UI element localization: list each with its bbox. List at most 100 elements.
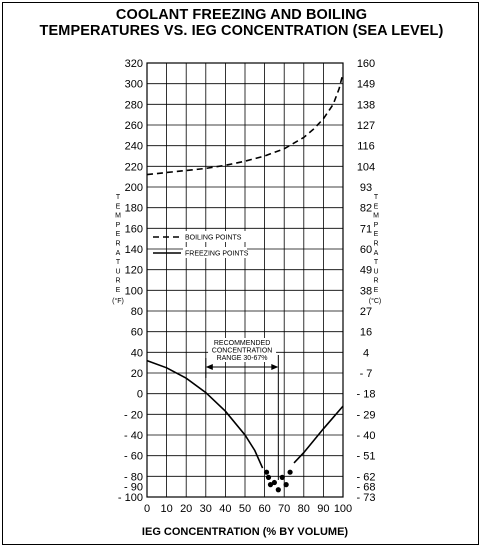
legend: BOILING POINTS FREEZING POINTS (153, 231, 249, 258)
x-tick-label: 100 (334, 503, 352, 515)
y-tick-label-left: 240 (125, 141, 143, 153)
y-tick-label-right: 60 (360, 244, 372, 256)
y-tick-label-left: 160 (125, 223, 143, 235)
axis-letter: U (373, 268, 378, 275)
y-tick-label-left: - 20 (124, 409, 143, 421)
freezing-point-dot (275, 487, 281, 493)
y-tick-label-left: 120 (125, 265, 143, 277)
y-tick-label-right: 49 (360, 265, 372, 277)
axis-letter: E (374, 231, 379, 238)
axis-letter: E (374, 203, 379, 210)
annotation-bg (208, 338, 277, 362)
axis-letter: R (373, 241, 378, 248)
y-tick-label-left: 280 (125, 99, 143, 111)
y-axis-label-right: TEMPERATURE (373, 194, 379, 294)
axis-letter: U (115, 268, 120, 275)
axis-letter: E (374, 287, 379, 294)
y-tick-label-left: 300 (125, 79, 143, 91)
y-tick-label-left: 0 (137, 389, 143, 401)
y-axis-unit-left: (°F) (112, 297, 124, 305)
legend-label: FREEZING POINTS (185, 251, 249, 258)
y-tick-label-right: 16 (360, 327, 372, 339)
grid (146, 62, 344, 498)
y-axis-label-left: TEMPERATURE (115, 194, 121, 294)
x-tick-label: 60 (258, 503, 270, 515)
freezing-point-dot (263, 469, 270, 475)
chart-title: COOLANT FREEZING AND BOILING (115, 7, 368, 23)
y-tick-label-left: 100 (125, 285, 143, 297)
y-tick-label-left: 320 (125, 58, 143, 70)
x-tick-label: 10 (160, 503, 172, 515)
y-tick-label-left: 60 (131, 327, 143, 339)
y-axis-unit-right: (°C) (369, 297, 382, 305)
axis-letter: T (116, 194, 121, 201)
y-tick-label-left: - 90 (124, 482, 143, 494)
axis-letter: R (115, 278, 120, 285)
freezing-point-dot (283, 482, 289, 488)
legend-bg (183, 247, 247, 258)
axis-letter: T (116, 259, 121, 266)
plot-border (146, 62, 344, 498)
y-tick-label-right: 116 (357, 141, 375, 153)
y-tick-label-left: 20 (131, 368, 143, 380)
y-tick-label-left: 40 (131, 347, 143, 359)
axis-letter: R (373, 278, 378, 285)
axis-letter: E (116, 231, 121, 238)
freezing-point-dot (271, 479, 277, 486)
y-tick-label-left: 220 (125, 161, 143, 173)
y-tick-label-right: 71 (360, 223, 372, 235)
freezing-point-dot (265, 474, 272, 480)
chart-frame (2, 2, 479, 545)
freezing-point-dot (287, 469, 293, 475)
y-tick-label-right: - 73 (357, 492, 376, 504)
x-tick-label: 0 (144, 503, 150, 515)
x-tick-label: 50 (239, 503, 251, 515)
y-tick-label-left: - 60 (124, 451, 143, 463)
axis-letter: T (374, 259, 379, 266)
chart-subtitle: TEMPERATURES VS. IEG CONCENTRATION (SEA … (39, 23, 444, 39)
axis-letter: T (374, 194, 379, 201)
y-tick-label-right: 38 (360, 285, 372, 297)
annotation-arrow-right (271, 364, 279, 370)
axis-letter: P (116, 222, 121, 229)
y-tick-label-left: 200 (125, 182, 143, 194)
x-tick-label: 70 (278, 503, 290, 515)
y-tick-label-left: 80 (131, 306, 143, 318)
legend-label: BOILING POINTS (185, 235, 242, 242)
y-tick-label-left: - 80 (124, 471, 143, 483)
x-tick-label: 30 (200, 503, 212, 515)
y-tick-label-right: - 18 (357, 389, 376, 401)
freezing-point-dot (279, 474, 285, 480)
y-tick-label-left: - 40 (124, 430, 143, 442)
boiling-points-line (146, 73, 344, 176)
y-tick-label-right: 4 (363, 347, 369, 359)
freezing-point-dot (267, 482, 274, 488)
axis-letter: A (374, 250, 379, 257)
y-tick-label-right: 149 (357, 79, 375, 91)
annotation-text: CONCENTRATION (212, 348, 273, 355)
y-tick-label-left: 180 (125, 203, 143, 215)
freezing-points-line (146, 359, 264, 469)
y-tick-label-right: 127 (357, 120, 375, 132)
annotation-text: RECOMMENDED (214, 340, 270, 347)
y-tick-label-right: - 7 (360, 368, 373, 380)
y-tick-label-right: 82 (360, 203, 372, 215)
freezing-points-line (293, 405, 344, 464)
x-tick-label: 80 (298, 503, 310, 515)
y-tick-label-right: 138 (357, 99, 375, 111)
y-tick-label-right: - 51 (357, 451, 376, 463)
y-tick-label-right: 104 (357, 161, 375, 173)
x-tick-label: 40 (219, 503, 231, 515)
y-tick-label-right: 27 (360, 306, 372, 318)
series (146, 73, 344, 493)
axis-letter: E (116, 203, 121, 210)
x-tick-label: 20 (180, 503, 192, 515)
annotation-text: RANGE 30-67% (217, 355, 268, 362)
axis-letter: E (116, 287, 121, 294)
axis-letter: R (115, 241, 120, 248)
axis-letter: M (115, 213, 121, 220)
x-axis-label: IEG CONCENTRATION (% BY VOLUME) (142, 526, 348, 538)
y-tick-label-left: - 100 (118, 492, 143, 504)
